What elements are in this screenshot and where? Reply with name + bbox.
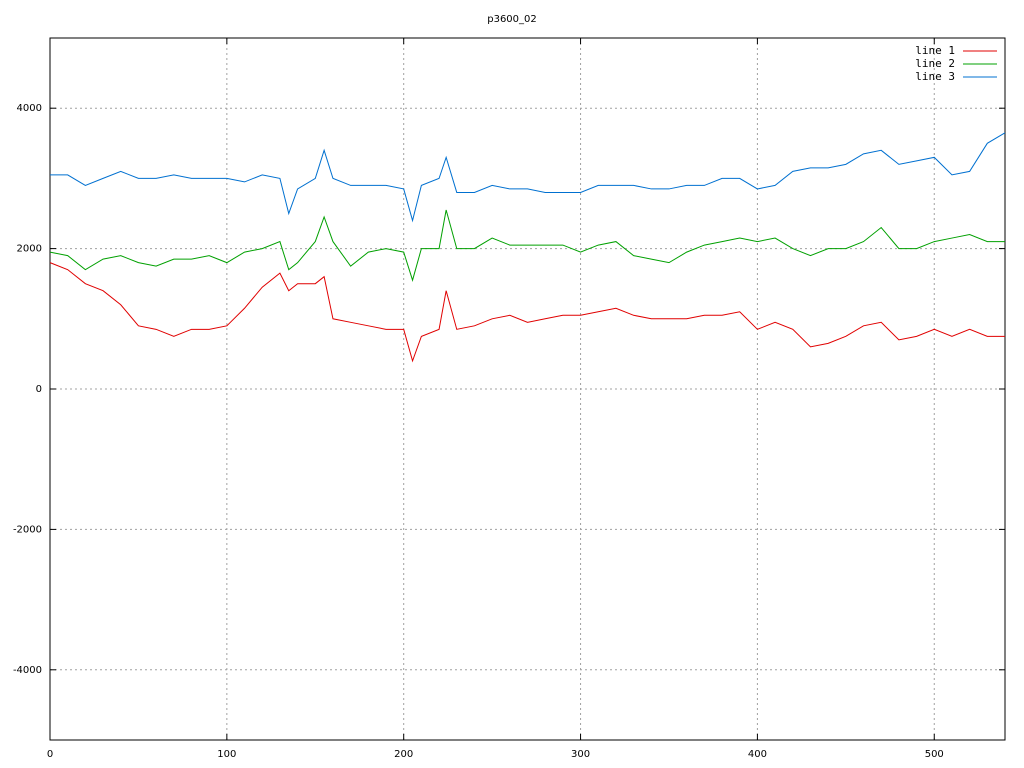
y-tick-label: 2000 [17,244,42,255]
series-line [49,209,1005,282]
chart-title: p3600_02 [487,14,537,25]
x-tick-label: 300 [571,749,590,760]
y-tick-label: -4000 [13,665,42,676]
legend-label: line 3 [915,70,955,83]
y-tick-label: 0 [36,384,42,395]
series-line [50,132,1006,223]
x-tick-label: 500 [925,749,944,760]
y-tick-label: 4000 [17,103,42,114]
series-line [49,262,1005,363]
legend-label: line 2 [915,57,955,70]
x-tick-label: 200 [394,749,413,760]
y-tick-label: -2000 [13,524,42,535]
x-tick-label: 400 [748,749,767,760]
x-tick-label: 0 [47,749,53,760]
x-tick-label: 100 [217,749,236,760]
plot-border [49,37,1006,741]
legend-label: line 1 [915,44,955,57]
